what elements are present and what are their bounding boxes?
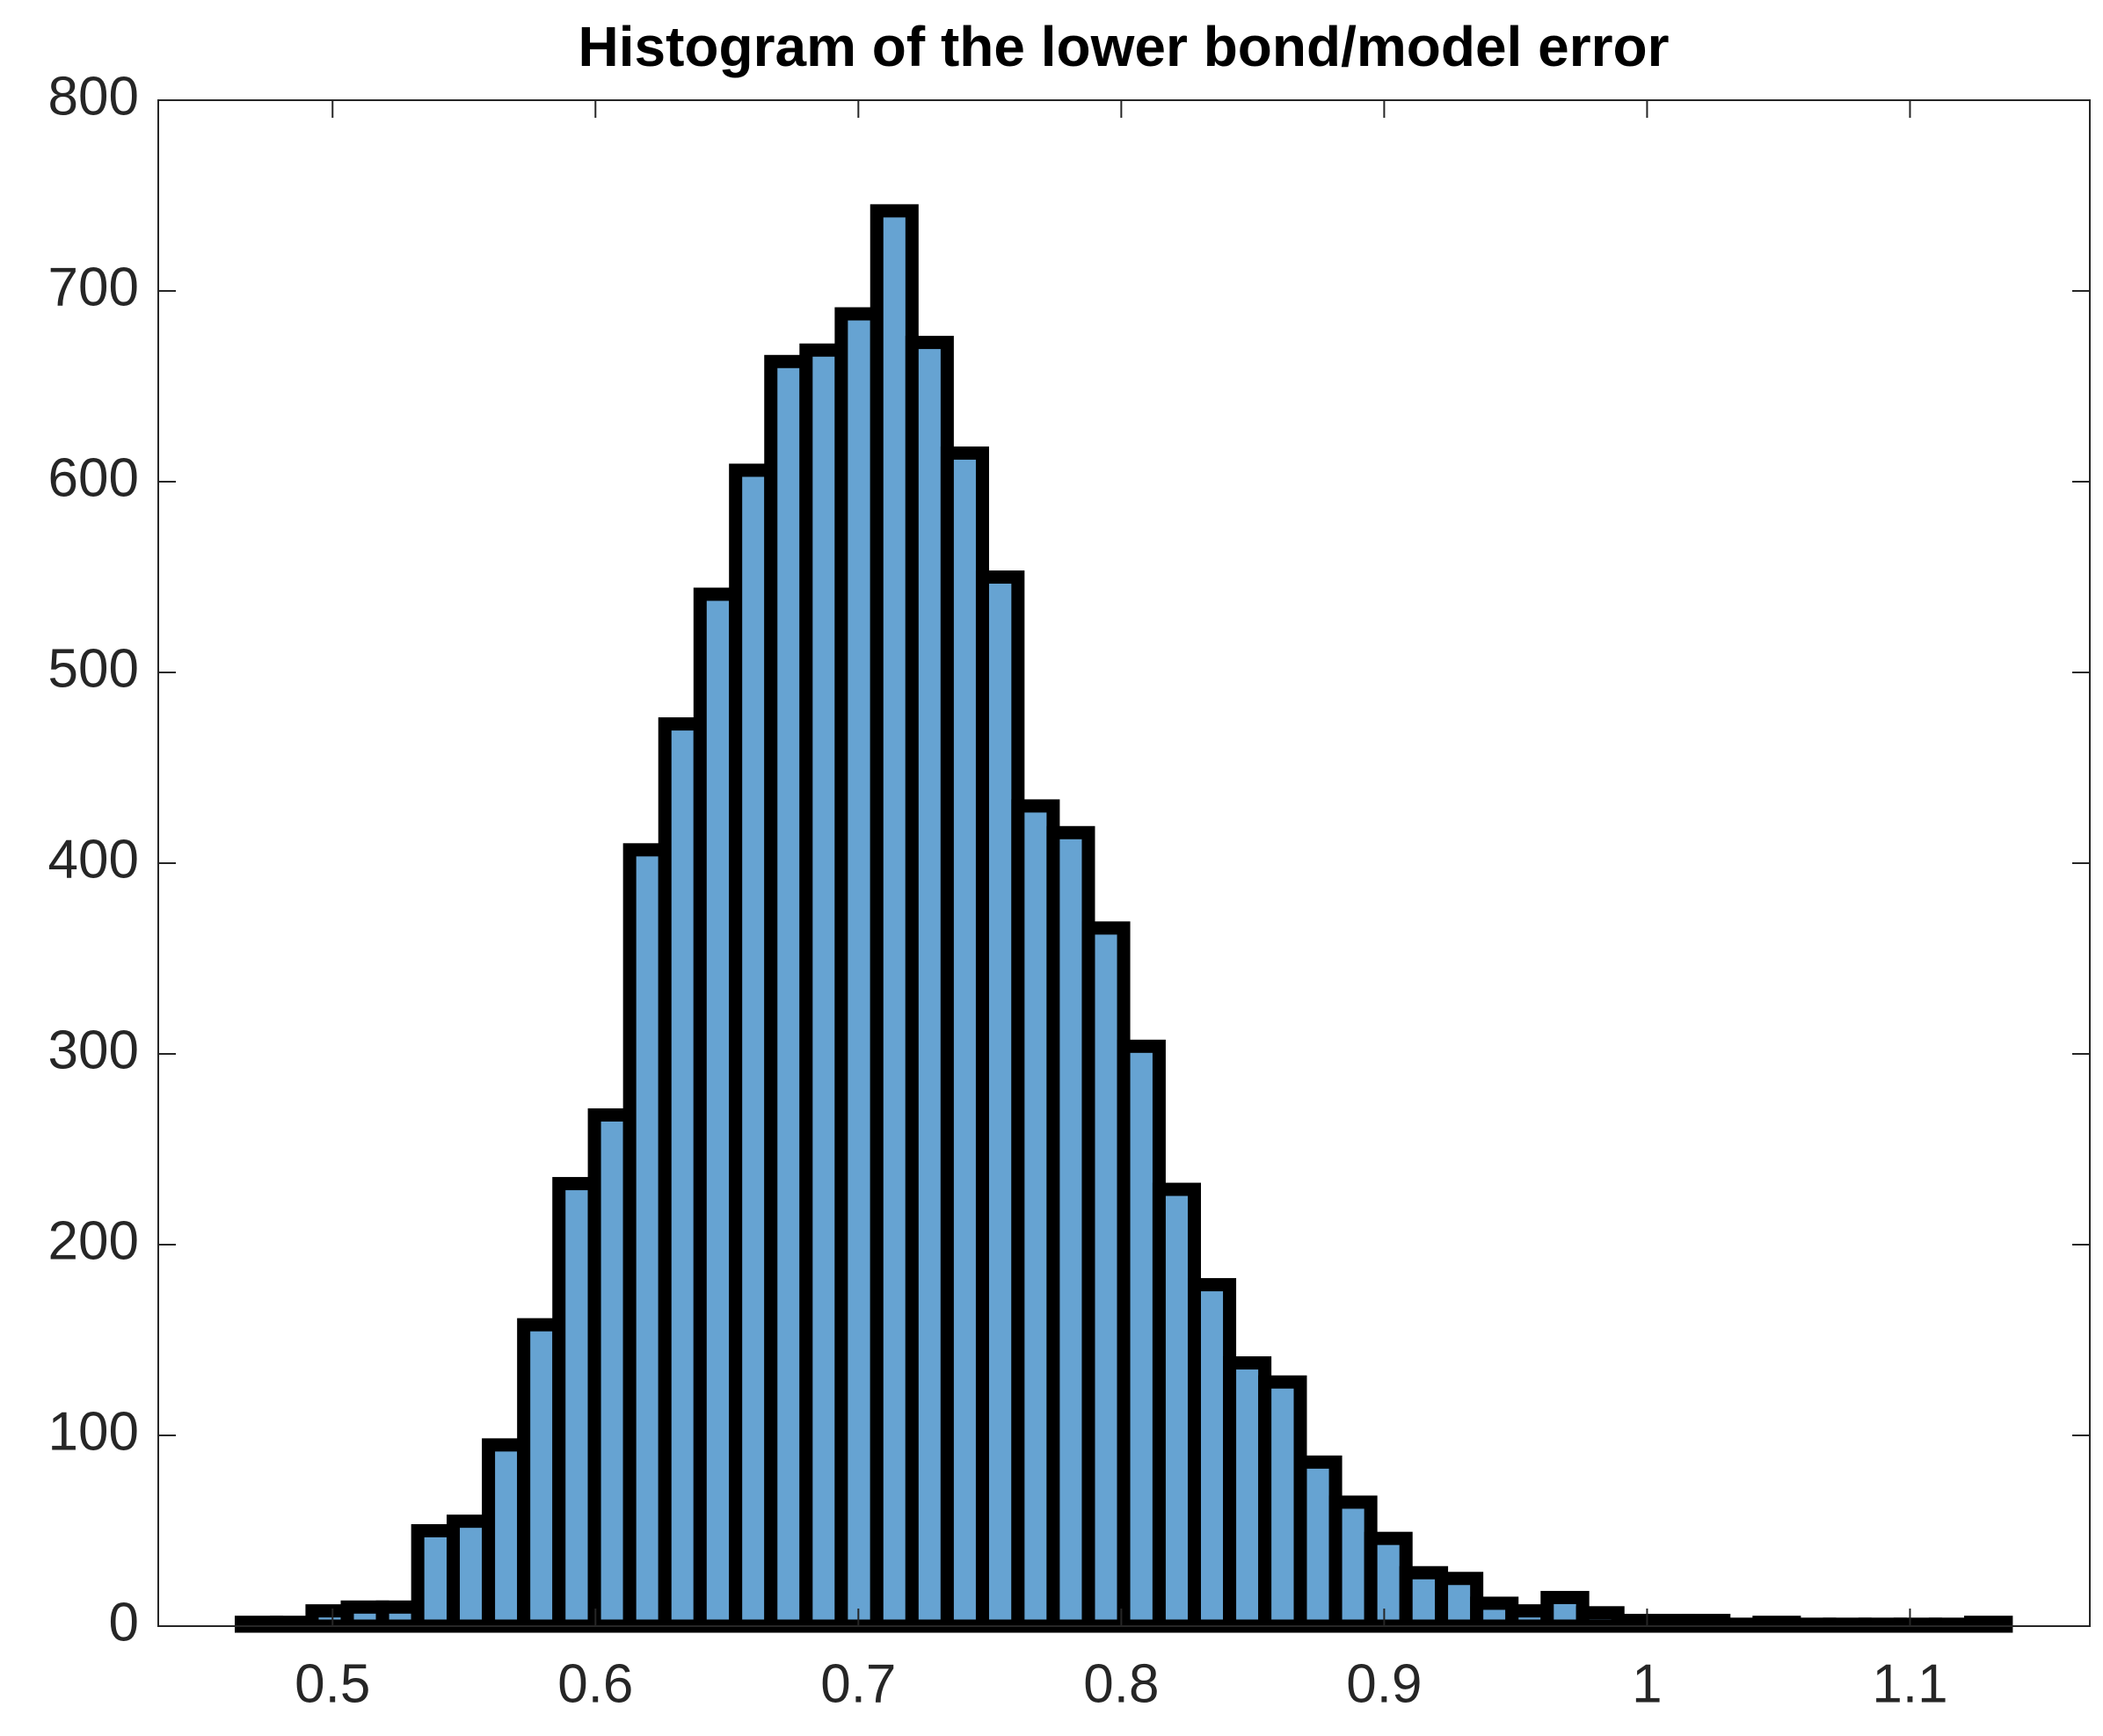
chart-title: Histogram of the lower bond/model error — [579, 15, 1670, 78]
y-tick-label: 300 — [48, 1020, 139, 1080]
x-tick-label: 0.7 — [820, 1653, 896, 1714]
y-tick-label: 800 — [48, 66, 139, 127]
x-tick-label: 0.9 — [1346, 1653, 1422, 1714]
y-tick-label: 600 — [48, 447, 139, 508]
y-tick-label: 0 — [109, 1592, 139, 1652]
x-tick-label: 0.6 — [557, 1653, 633, 1714]
x-tick-label: 0.5 — [295, 1653, 370, 1714]
y-tick-label: 700 — [48, 257, 139, 317]
x-tick-label: 0.8 — [1083, 1653, 1159, 1714]
y-tick-label: 100 — [48, 1401, 139, 1462]
y-tick-label: 200 — [48, 1210, 139, 1271]
x-tick-label: 1 — [1632, 1653, 1662, 1714]
y-tick-label: 400 — [48, 829, 139, 890]
x-tick-label: 1.1 — [1872, 1653, 1947, 1714]
y-tick-label: 500 — [48, 638, 139, 699]
